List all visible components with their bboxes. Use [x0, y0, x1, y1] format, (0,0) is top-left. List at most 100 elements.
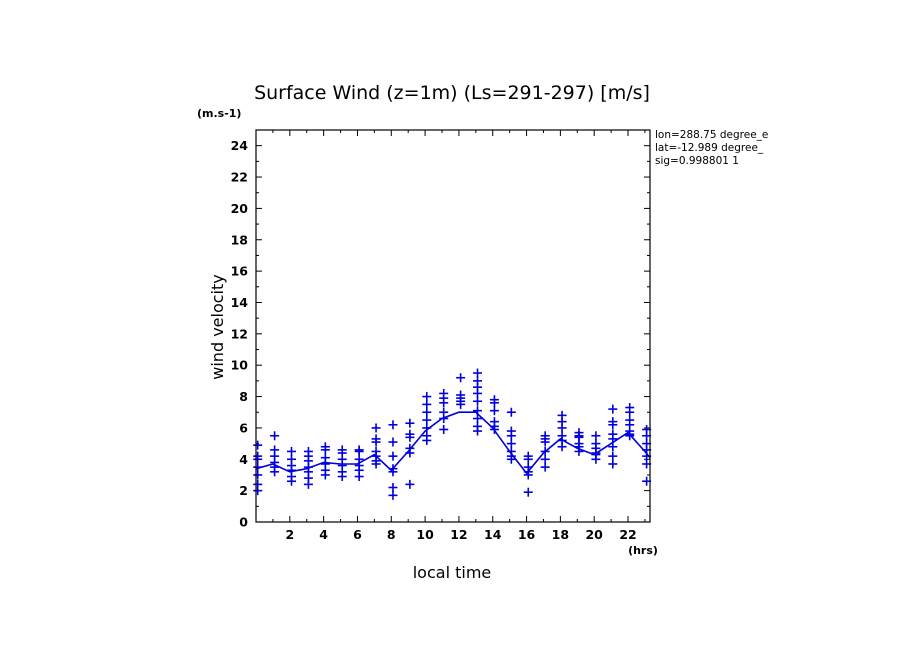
- data-point: [422, 415, 432, 425]
- x-tick-labels: 2 4 6 8 10 12 14 16 18 20 22: [285, 527, 636, 542]
- data-point: [456, 373, 466, 383]
- data-point: [253, 440, 263, 450]
- data-point: [489, 406, 499, 416]
- data-point: [489, 398, 499, 408]
- x-tick-label: 16: [518, 527, 536, 542]
- x-tick-label: 8: [387, 527, 396, 542]
- data-point: [439, 398, 449, 408]
- info-lat: lat=-12.989 degree_: [655, 142, 764, 154]
- data-point: [388, 437, 398, 447]
- data-point: [405, 432, 415, 442]
- data-point: [422, 435, 432, 445]
- data-point: [473, 426, 483, 436]
- y-tick-label: 16: [231, 264, 249, 279]
- data-point: [253, 454, 263, 464]
- data-point: [253, 470, 263, 480]
- data-point: [456, 399, 466, 409]
- chart-title: Surface Wind (z=1m) (Ls=291-297) [m/s]: [254, 82, 650, 104]
- x-tick-label: 6: [353, 527, 362, 542]
- data-point: [506, 407, 516, 417]
- data-point: [405, 418, 415, 428]
- data-point: [320, 445, 330, 455]
- data-point: [608, 459, 618, 469]
- y-tick-label: 0: [239, 515, 248, 530]
- x-tick-label: 22: [619, 527, 636, 542]
- y-tick-label: 14: [231, 295, 249, 310]
- data-point: [608, 451, 618, 461]
- x-tick-label: 4: [319, 527, 328, 542]
- data-point: [388, 490, 398, 500]
- mean-line: [256, 411, 650, 475]
- info-lon: lon=288.75 degree_e: [655, 129, 768, 141]
- x-tick-label: 12: [450, 527, 467, 542]
- data-point: [591, 431, 601, 441]
- data-point: [540, 437, 550, 447]
- x-tick-label: 14: [484, 527, 502, 542]
- data-point: [608, 442, 618, 452]
- x-axis-title: local time: [413, 563, 492, 582]
- data-point: [608, 404, 618, 414]
- x-tick-label: 20: [585, 527, 603, 542]
- data-point: [625, 431, 635, 441]
- data-point: [354, 446, 364, 456]
- data-point: [473, 414, 483, 424]
- data-point: [253, 486, 263, 496]
- data-point: [320, 470, 330, 480]
- y-tick-label: 12: [231, 326, 248, 341]
- data-point: [287, 446, 297, 456]
- x-tick-label: 2: [285, 527, 294, 542]
- y-axis-title: wind velocity: [208, 274, 227, 379]
- data-point: [591, 454, 601, 464]
- data-point: [523, 487, 533, 497]
- axes-ticks: [256, 129, 650, 523]
- info-sig: sig=0.998801 1: [655, 155, 739, 167]
- y-tick-label: 8: [239, 389, 248, 404]
- y-tick-label: 18: [231, 232, 248, 247]
- info-panel: lon=288.75 degree_e lat=-12.989 degree_ …: [655, 129, 768, 167]
- data-point: [506, 454, 516, 464]
- data-point: [371, 437, 381, 447]
- data-layer: [253, 368, 652, 500]
- y-tick-label: 4: [239, 452, 248, 467]
- data-point: [287, 476, 297, 486]
- data-point: [557, 442, 567, 452]
- data-point: [608, 420, 618, 430]
- data-point: [523, 454, 533, 464]
- data-point: [337, 472, 347, 482]
- data-point: [371, 459, 381, 469]
- data-point: [422, 399, 432, 409]
- data-point: [439, 424, 449, 434]
- x-tick-label: 10: [416, 527, 434, 542]
- x-axis-unit: (hrs): [628, 544, 658, 557]
- data-point: [506, 431, 516, 441]
- y-tick-label: 2: [239, 483, 248, 498]
- data-point: [270, 431, 280, 441]
- data-point: [422, 392, 432, 402]
- data-point: [388, 451, 398, 461]
- data-point: [422, 407, 432, 417]
- y-tick-label: 10: [231, 358, 249, 373]
- data-point: [540, 462, 550, 472]
- data-point: [405, 479, 415, 489]
- data-point: [388, 420, 398, 430]
- y-tick-label: 6: [239, 420, 248, 435]
- y-tick-label: 22: [231, 170, 248, 185]
- data-point: [473, 396, 483, 406]
- data-point: [473, 368, 483, 378]
- data-point: [371, 423, 381, 433]
- y-axis-unit: (m.s-1): [197, 107, 241, 120]
- data-point: [270, 467, 280, 477]
- data-point: [540, 454, 550, 464]
- data-point: [557, 423, 567, 433]
- data-point: [388, 483, 398, 493]
- data-point: [506, 439, 516, 449]
- y-tick-label: 20: [231, 201, 249, 216]
- x-tick-label: 18: [552, 527, 569, 542]
- y-tick-label: 24: [231, 138, 249, 153]
- plot-frame: [255, 129, 651, 523]
- data-point: [354, 472, 364, 482]
- data-point: [303, 479, 313, 489]
- data-point: [625, 407, 635, 417]
